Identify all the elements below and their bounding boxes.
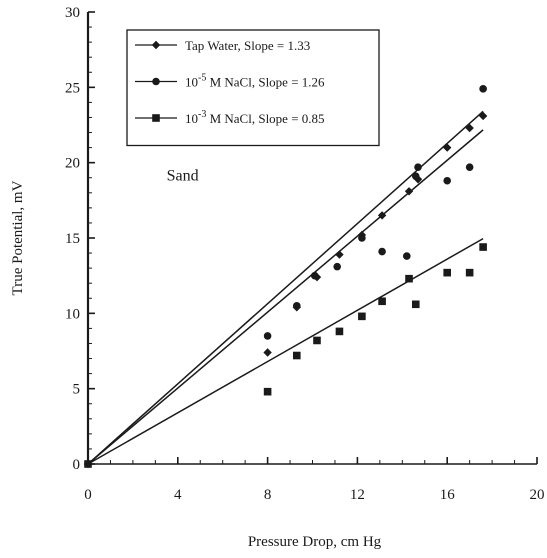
data-point-series-1 [263,348,272,357]
x-tick-label: 16 [440,487,456,503]
fit-line-series-1 [87,110,484,465]
data-point-series-3 [405,274,413,283]
data-point-series-3 [411,300,420,309]
data-point-series-2 [414,163,422,171]
data-point-series-3 [313,336,321,345]
data-point-series-3 [263,387,272,396]
data-point-series-3 [84,460,92,468]
data-point-series-2 [402,252,411,260]
legend-label-series-3: 10-3 M NaCl, Slope = 0.85 [185,109,325,126]
legend-label-series-1: Tap Water, Slope = 1.33 [185,38,310,53]
data-points-layer [83,85,488,469]
y-tick-label: 0 [73,457,81,473]
y-tick-label: 15 [65,231,80,247]
data-point-series-2 [411,172,420,181]
data-point-series-2 [292,302,301,310]
data-point-series-3 [378,297,386,306]
legend-box [126,29,380,147]
x-tick-label: 4 [174,487,182,503]
data-point-series-1 [377,211,387,220]
data-point-series-2 [333,262,341,271]
y-tick-label: 25 [65,80,80,96]
legend-label-series-2: 10-5 M NaCl, Slope = 1.26 [185,73,325,90]
legend-marker-series-1 [151,40,161,50]
fit-lines-layer [87,110,484,465]
fit-line-series-3 [87,237,484,465]
data-point-series-3 [465,268,474,277]
y-tick-label: 5 [73,382,81,398]
legend-marker-series-3 [152,114,160,122]
data-point-series-1 [404,187,414,196]
axes-layer: 0 5 10 15 20 25 30 0 4 8 12 16 20 [65,5,545,503]
data-point-series-2 [263,332,272,340]
data-point-series-3 [443,268,451,277]
data-point-series-1 [465,123,474,133]
x-axis-label: Pressure Drop, cm Hg [248,534,382,550]
data-point-series-2 [358,234,366,242]
data-point-series-2 [465,163,474,171]
x-tick-label: 12 [350,487,365,503]
data-point-series-2 [443,176,452,185]
y-tick-label: 20 [65,156,80,172]
y-axis-label: True Potential, mV [10,180,26,295]
x-tick-label: 8 [264,487,272,503]
data-point-series-3 [292,351,301,360]
annotation-label: Sand [167,168,199,185]
data-point-series-3 [358,312,366,321]
legend: Tap Water, Slope = 1.33 10-5 M NaCl, Slop… [126,29,380,147]
x-tick-label: 0 [84,487,92,503]
fit-line-series-2 [87,129,484,465]
y-tick-label: 30 [65,5,80,21]
data-point-series-1 [335,250,344,259]
x-tick-label: 20 [530,487,545,503]
data-point-series-2 [310,271,319,280]
legend-marker-series-2 [152,77,160,86]
data-point-series-2 [378,247,386,256]
data-point-series-1 [443,143,452,152]
data-point-series-2 [479,85,487,93]
data-point-series-1 [478,111,488,121]
data-point-series-3 [479,243,487,251]
data-point-series-3 [335,327,344,336]
y-tick-label: 10 [65,306,80,322]
